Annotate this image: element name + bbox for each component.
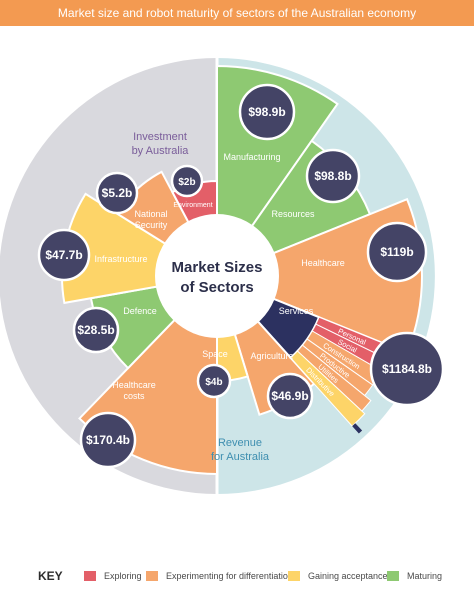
slice-label-infrastructure: Infrastructure [94, 254, 147, 264]
value-bubble-healthcare [366, 221, 428, 283]
value-bubble-resources [305, 148, 361, 204]
value-label-services: $1184.8b [382, 362, 432, 376]
slice-label-healthcare: Healthcare [301, 258, 345, 268]
value-bubble-healthcare-costs [79, 411, 137, 469]
value-bubble-environment [170, 164, 204, 198]
value-bubble-services [369, 331, 445, 407]
value-label-environment: $2b [178, 177, 195, 188]
value-label-infrastructure: $47.7b [45, 248, 82, 262]
value-bubble-defence [72, 306, 120, 354]
region-label-investment: Investment by Australia [132, 131, 190, 157]
slice-label-manufacturing: Manufacturing [223, 152, 280, 162]
slice-label-defence: Defence [123, 306, 157, 316]
page-title: Market size and robot maturity of sector… [57, 6, 417, 20]
value-bubble-manufacturing [238, 83, 296, 141]
legend-label: Experimenting for differentiation [166, 571, 293, 581]
value-label-resources: $98.8b [314, 169, 351, 183]
region-label-revenue: Revenue for Australia [211, 437, 270, 463]
slice-label-resources: Resources [271, 209, 315, 219]
legend-item-exploring: Exploring [84, 569, 142, 583]
value-label-national-security: $5.2b [102, 186, 133, 200]
slice-label-environment: Environment [173, 202, 212, 209]
value-bubble-national-security [95, 171, 139, 215]
value-bubble-space [196, 363, 232, 399]
legend-swatch-maturing [387, 571, 399, 581]
legend-label: Gaining acceptance [308, 571, 388, 581]
legend-label: Maturing [407, 571, 443, 581]
center-title: Market Sizes of Sectors [172, 259, 263, 296]
value-label-healthcare: $119b [380, 245, 413, 259]
value-label-space: $4b [205, 377, 222, 388]
services-cap-bottom [352, 423, 363, 434]
legend-item-gaining: Gaining acceptance [288, 569, 388, 583]
value-bubble-agriculture [266, 372, 314, 420]
slice-label-healthcare-costs: Healthcare costs [112, 380, 156, 401]
legend-label: Exploring [104, 571, 142, 581]
center-circle [155, 214, 279, 338]
slice-label-services: Services [279, 306, 314, 316]
value-bubble-infrastructure [37, 228, 91, 282]
legend-swatch-experimenting [146, 571, 158, 581]
legend-swatch-gaining [288, 571, 300, 581]
slice-label-national-security: National Security [134, 209, 167, 230]
value-label-manufacturing: $98.9b [248, 105, 285, 119]
slice-label-agriculture: Agriculture [250, 351, 293, 361]
market-size-chart: PersonalSocialConstructionProductiveUtil… [0, 56, 445, 496]
subslice-distributive [289, 350, 366, 427]
value-label-agriculture: $46.9b [271, 389, 308, 403]
legend-item-experimenting: Experimenting for differentiation [146, 569, 293, 583]
legend-title: KEY [38, 569, 63, 583]
slice-label-space: Space [202, 349, 228, 359]
legend-item-maturing: Maturing [387, 569, 442, 583]
legend-swatch-exploring [84, 571, 96, 581]
title-bar [0, 0, 474, 26]
value-label-healthcare-costs: $170.4b [86, 433, 130, 447]
value-label-defence: $28.5b [77, 323, 114, 337]
